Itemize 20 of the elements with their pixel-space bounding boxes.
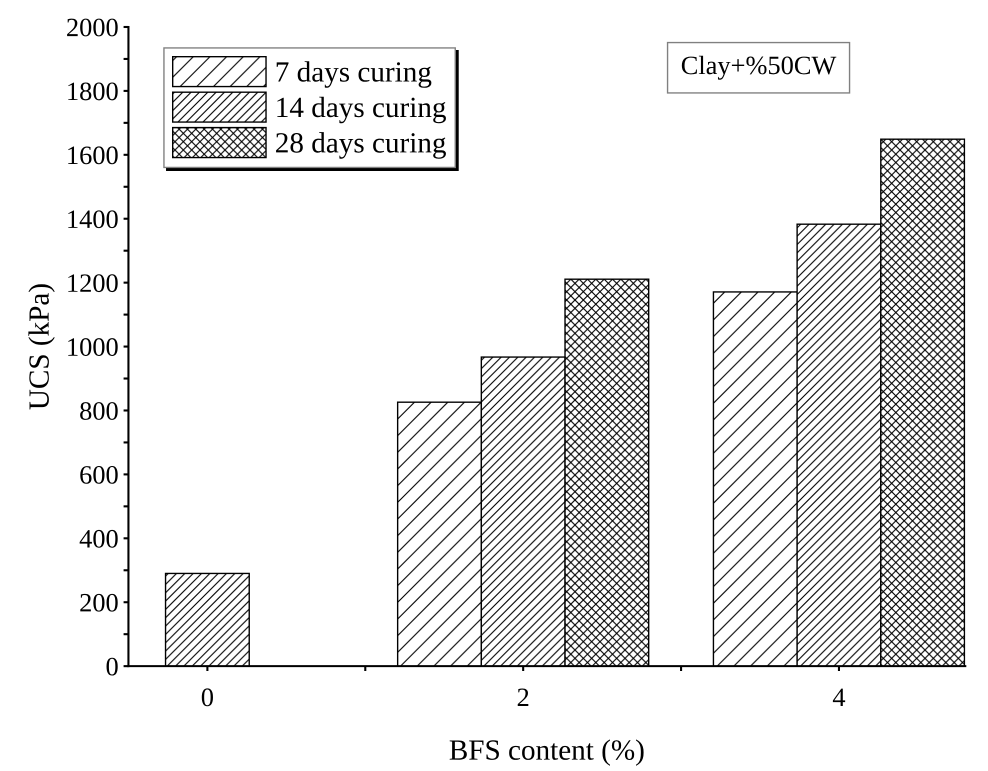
x-tick-label: 2 xyxy=(518,688,528,706)
y-tick-label: 2000 xyxy=(67,18,118,36)
y-tick-label: 1800 xyxy=(68,82,118,100)
y-tick-label: 400 xyxy=(80,530,118,548)
y-tick-label: 1600 xyxy=(68,146,118,164)
y-tick-label: 600 xyxy=(80,466,118,484)
x-tick-label: 0 xyxy=(202,688,213,706)
y-axis-title: UCS (kPa) xyxy=(28,284,55,410)
y-tick-label: 800 xyxy=(80,402,118,420)
y-tick-label: 0 xyxy=(106,658,118,676)
legend-label: 7 days curing xyxy=(276,61,432,88)
legend-label: 14 days curing xyxy=(277,96,446,124)
x-tick-label: 4 xyxy=(832,688,846,706)
x-axis-title: BFS content (%) xyxy=(450,739,644,766)
legend-label: 28 days curing xyxy=(276,132,446,159)
y-tick-label: 1000 xyxy=(68,338,118,356)
y-tick-label: 1400 xyxy=(68,210,118,228)
annotation: Clay+%50CW xyxy=(682,56,836,80)
y-tick-label: 200 xyxy=(80,594,118,612)
y-tick-label: 1200 xyxy=(68,274,118,292)
